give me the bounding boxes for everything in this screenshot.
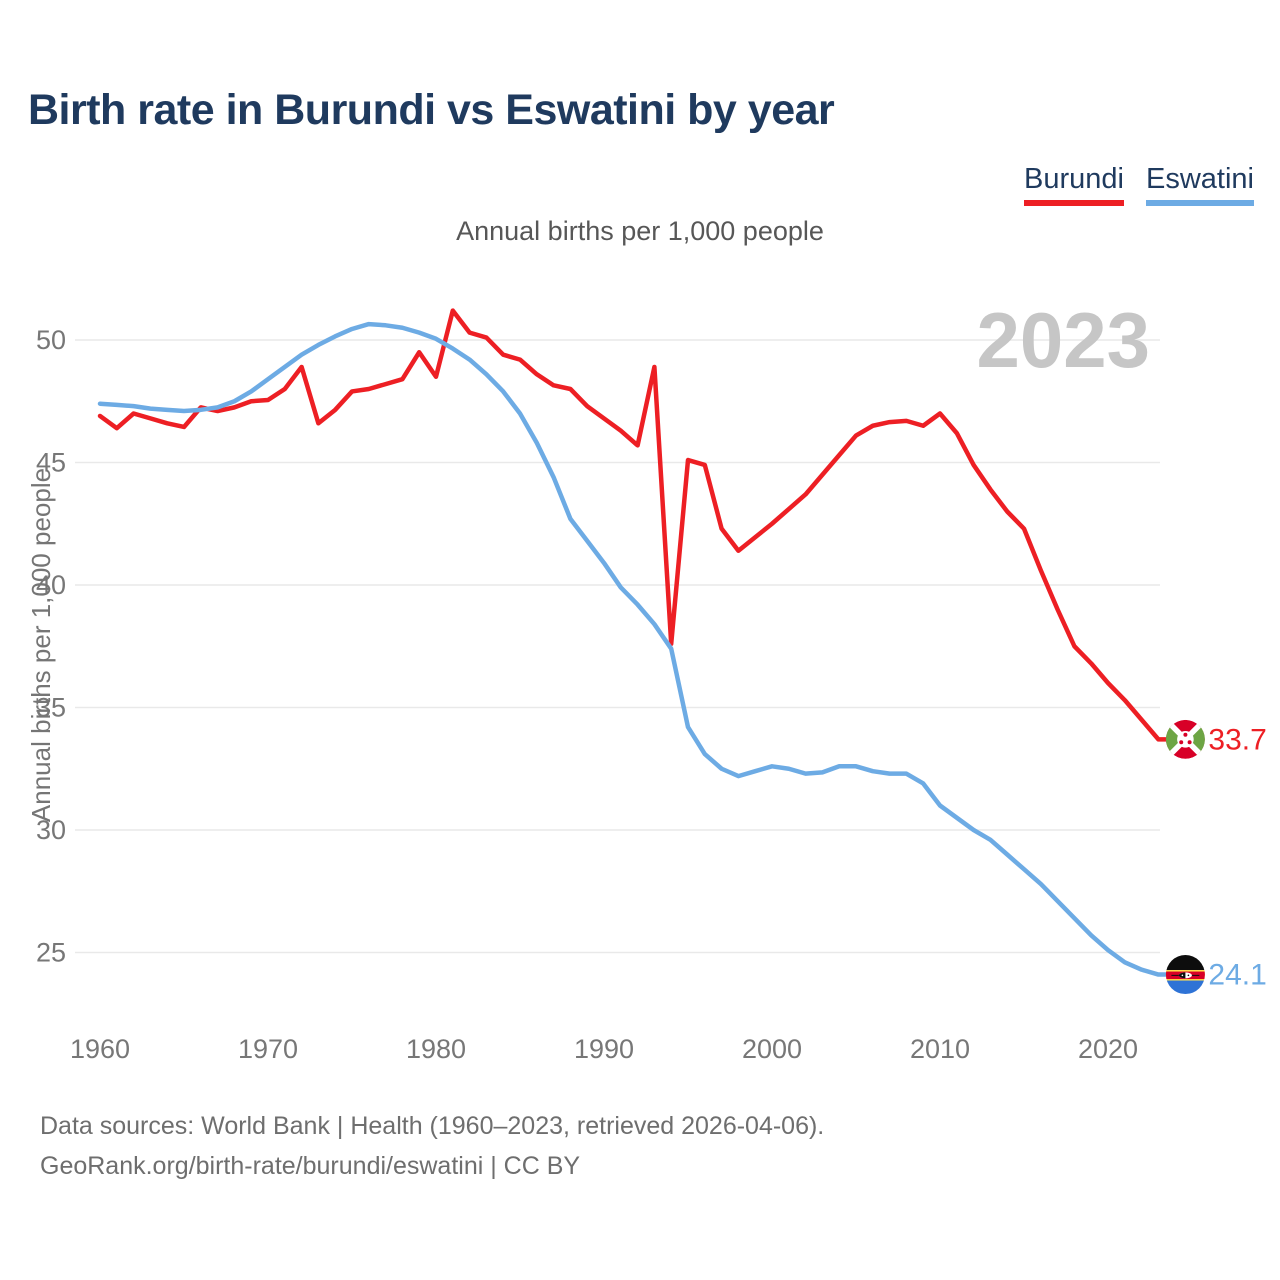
- plot-area: 25 30 35 40 45 50 2023 1960 1970 1980 1990 2000 2010…: [26, 296, 1267, 1064]
- legend-label-eswatini: Eswatini: [1146, 163, 1254, 195]
- series-line-eswatini[interactable]: [97, 321, 1168, 977]
- y-tick-label: 30: [36, 815, 66, 845]
- footer: Data sources: World Bank | Health (1960–…: [40, 1106, 824, 1186]
- y-tick-label: 45: [36, 448, 66, 478]
- legend-label-burundi: Burundi: [1024, 163, 1124, 195]
- legend-underline-eswatini: [1146, 200, 1254, 206]
- x-tick-label: 1990: [574, 1034, 634, 1064]
- y-tick-label: 40: [36, 570, 66, 600]
- chart-title: Birth rate in Burundi vs Eswatini by yea…: [28, 86, 835, 134]
- footer-attribution: GeoRank.org/birth-rate/burundi/eswatini …: [40, 1152, 581, 1180]
- y-tick-label: 25: [36, 938, 66, 968]
- legend-item-eswatini[interactable]: Eswatini: [1146, 163, 1254, 206]
- legend-underline-burundi: [1024, 200, 1124, 206]
- x-tick-label: 1970: [238, 1034, 298, 1064]
- series-line-burundi[interactable]: [97, 308, 1168, 742]
- x-tick-label: 1980: [406, 1034, 466, 1064]
- x-tick-label: 1960: [70, 1034, 130, 1064]
- end-value-label-burundi: 33.7: [1208, 723, 1266, 756]
- burundi-flag-icon: [1165, 719, 1205, 759]
- end-value-label-eswatini: 24.1: [1208, 959, 1266, 992]
- eswatini-flag-icon: [1165, 955, 1205, 995]
- legend: Burundi Eswatini: [1024, 163, 1254, 206]
- x-tick-label: 2010: [910, 1034, 970, 1064]
- y-axis-title: Annual births per 1,000 people: [26, 468, 56, 822]
- x-tick-label: 2020: [1078, 1034, 1138, 1064]
- y-tick-label: 50: [36, 325, 66, 355]
- legend-item-burundi[interactable]: Burundi: [1024, 163, 1124, 206]
- x-tick-label: 2000: [742, 1034, 802, 1064]
- footer-sources: Data sources: World Bank | Health (1960–…: [40, 1112, 825, 1140]
- chart-subtitle: Annual births per 1,000 people: [456, 216, 824, 246]
- y-tick-label: 35: [36, 693, 66, 723]
- watermark-year: 2023: [976, 296, 1150, 384]
